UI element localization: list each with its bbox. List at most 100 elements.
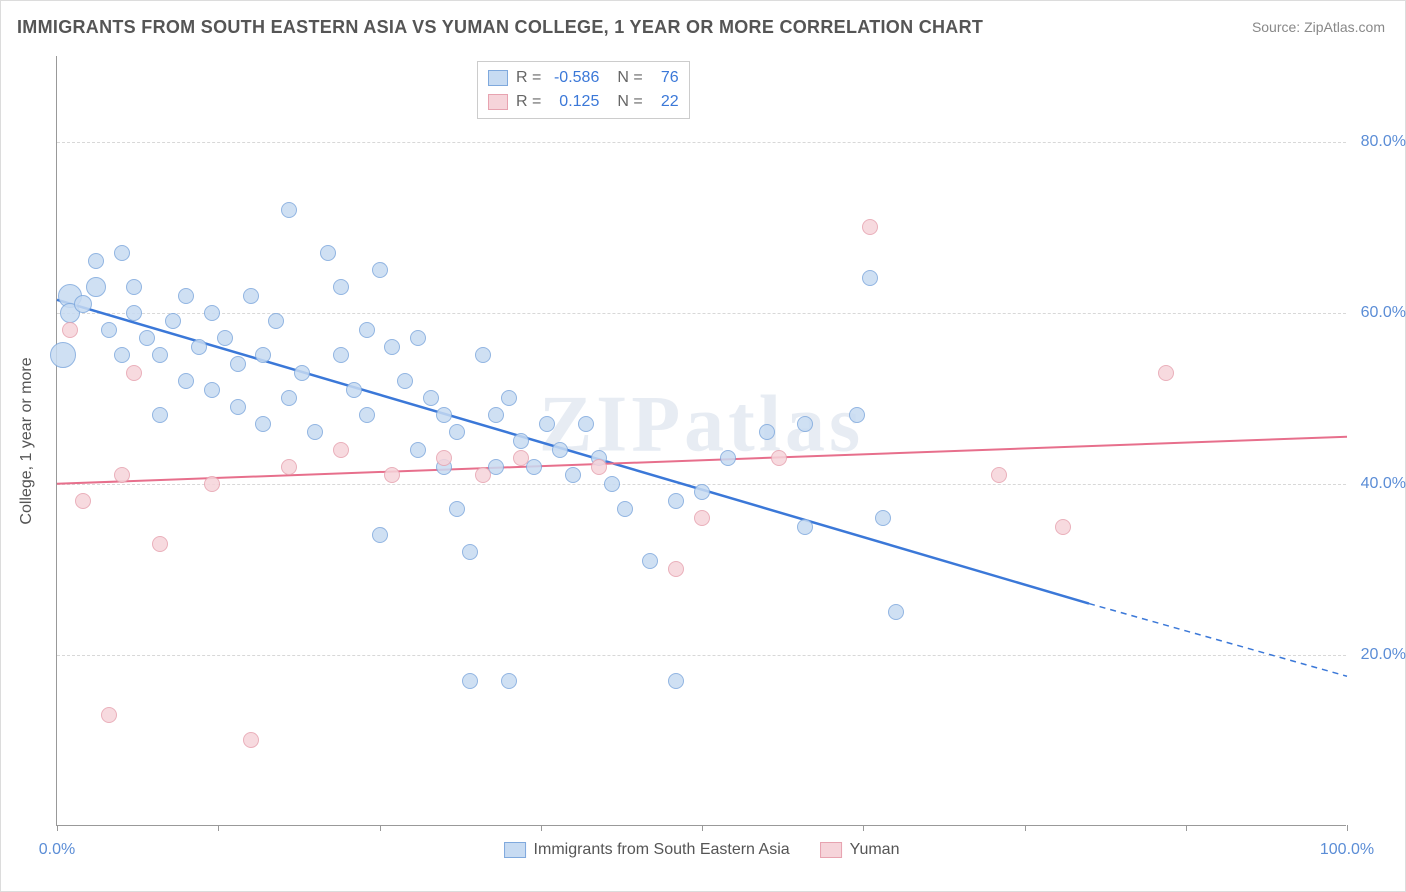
sea-point [423,390,439,406]
sea-point [217,330,233,346]
y-tick-label: 20.0% [1361,646,1406,664]
yuman-point [101,707,117,723]
sea-point [888,604,904,620]
yuman-trendline [57,437,1347,484]
legend-label: Immigrants from South Eastern Asia [534,841,790,859]
yuman-point [991,467,1007,483]
sea-point [50,342,76,368]
sea-point [346,382,362,398]
x-tick-label: 0.0% [39,841,75,859]
chart-container: IMMIGRANTS FROM SOUTH EASTERN ASIA VS YU… [0,0,1406,892]
sea-point [397,373,413,389]
sea-point [578,416,594,432]
yuman-point [114,467,130,483]
sea-point [191,339,207,355]
sea-point [230,356,246,372]
yuman-point [126,365,142,381]
sea-point [436,407,452,423]
yuman-point [152,536,168,552]
sea-point [281,390,297,406]
sea-point [294,365,310,381]
sea-point [101,322,117,338]
sea-point [114,245,130,261]
yuman-point [1158,365,1174,381]
sea-point [501,390,517,406]
x-tick [1025,825,1026,831]
x-tick [1347,825,1348,831]
x-tick [702,825,703,831]
n-label: N = [617,90,642,114]
source-label: Source: ZipAtlas.com [1252,19,1385,35]
y-axis-label: College, 1 year or more [18,357,36,524]
sea-point [88,253,104,269]
yuman-point [333,442,349,458]
sea-point [126,305,142,321]
yuman-point [75,493,91,509]
stats-box: R =-0.586N =76R =0.125N =22 [477,61,690,119]
sea-point [139,330,155,346]
sea-point [410,330,426,346]
yuman-point [62,322,78,338]
sea-point [152,347,168,363]
sea-point [668,673,684,689]
sea-point [178,288,194,304]
sea-point [642,553,658,569]
sea-point [539,416,555,432]
sea-point [565,467,581,483]
sea-point [255,347,271,363]
sea-point [204,382,220,398]
x-tick [541,825,542,831]
sea-swatch [488,70,508,86]
x-tick [380,825,381,831]
sea-point [488,407,504,423]
sea-trendline-extrapolated [1089,604,1347,677]
sea-point [462,544,478,560]
yuman-point [243,732,259,748]
r-value: -0.586 [549,66,599,90]
yuman-point [281,459,297,475]
yuman-point [436,450,452,466]
sea-point [449,501,465,517]
sea-point [449,424,465,440]
sea-point [74,295,92,313]
r-value: 0.125 [549,90,599,114]
sea-point [475,347,491,363]
sea-point [462,673,478,689]
sea-point [320,245,336,261]
x-tick [1186,825,1187,831]
n-value: 76 [651,66,679,90]
sea-point [114,347,130,363]
yuman-point [668,561,684,577]
sea-point [281,202,297,218]
yuman-point [591,459,607,475]
sea-point [410,442,426,458]
sea-point [797,519,813,535]
legend-item-sea: Immigrants from South Eastern Asia [504,841,790,859]
n-label: N = [617,66,642,90]
sea-point [333,347,349,363]
sea-point [359,407,375,423]
legend-item-yuman: Yuman [820,841,900,859]
bottom-legend: Immigrants from South Eastern Asia Yuman [504,841,900,859]
plot-area: College, 1 year or more ZIPatlas 20.0%40… [56,56,1346,826]
sea-point [797,416,813,432]
x-tick [57,825,58,831]
sea-point [694,484,710,500]
sea-point [307,424,323,440]
sea-point [552,442,568,458]
sea-point [372,527,388,543]
sea-point [875,510,891,526]
yuman-point [384,467,400,483]
yuman-point [513,450,529,466]
yuman-point [771,450,787,466]
sea-point [604,476,620,492]
legend-label: Yuman [850,841,900,859]
yuman-point [1055,519,1071,535]
sea-point [268,313,284,329]
stats-row-sea: R =-0.586N =76 [488,66,679,90]
y-tick-label: 60.0% [1361,304,1406,322]
n-value: 22 [651,90,679,114]
y-tick-label: 40.0% [1361,475,1406,493]
x-tick-label: 100.0% [1320,841,1374,859]
sea-point [230,399,246,415]
